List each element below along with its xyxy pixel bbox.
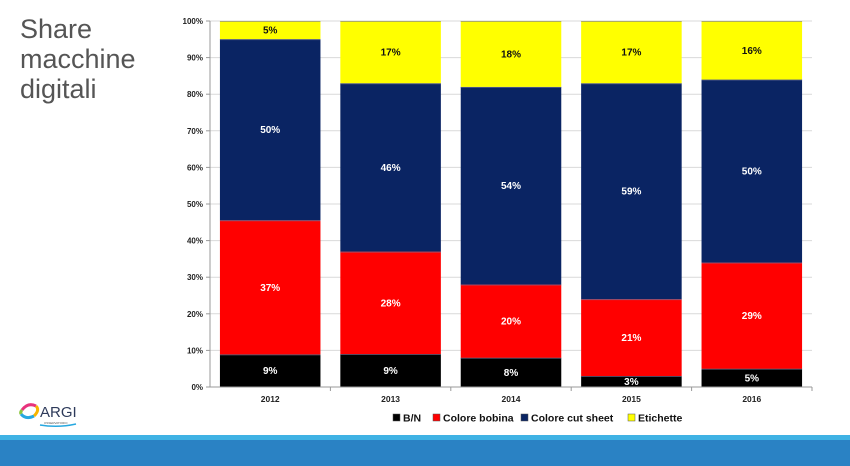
bar-segment-b-n (219, 354, 321, 387)
slide-title-line-2: macchine (20, 44, 136, 74)
data-label: 54% (501, 181, 521, 192)
data-label: 9% (383, 366, 398, 377)
stacked-bar-chart: 0% 10% 20% 30% 40% 50% 60% 70% 80% 90% 100% 9% 37% 5… (183, 17, 813, 425)
bar-segment-b-n (340, 354, 441, 387)
y-tick-label: 80% (187, 90, 203, 99)
y-tick-label: 100% (183, 17, 203, 26)
data-label: 59% (621, 187, 641, 198)
y-tick-label: 40% (187, 237, 203, 246)
bar-segment-colore-bobina (460, 284, 562, 358)
data-label: 18% (501, 49, 521, 60)
data-label: 50% (260, 125, 280, 136)
y-tick-label: 0% (191, 383, 203, 392)
data-label: 21% (621, 333, 641, 344)
bar-segment-b-n (701, 368, 803, 387)
data-label: 50% (742, 167, 762, 178)
bar-segment-b-n (581, 376, 682, 387)
data-label: 28% (381, 298, 401, 309)
x-tick-label: 2013 (381, 394, 400, 404)
bar-segment-etichette (701, 21, 803, 80)
data-label: 8% (504, 368, 519, 379)
data-label: 17% (381, 48, 401, 59)
bar-segment-colore-bobina (581, 299, 682, 377)
bar-segment-etichette (460, 21, 562, 87)
y-tick-label: 90% (187, 54, 203, 63)
data-label: 46% (381, 163, 401, 174)
y-tick-label: 50% (187, 200, 203, 209)
legend-swatch-colore-bobina (432, 413, 441, 422)
legend: B/N Colore bobina Colore cut sheet Etichett… (392, 413, 683, 425)
bar-segment-etichette (340, 21, 441, 84)
y-tick-label: 30% (187, 273, 203, 282)
y-tick-label: 70% (187, 127, 203, 136)
x-tick-label: 2016 (742, 394, 761, 404)
logo-text: ARGI (40, 404, 77, 421)
data-label: 37% (260, 283, 280, 294)
bar-segment-colore-cut-sheet (460, 86, 562, 285)
x-axis: 2012 2013 2014 2015 2016 (210, 386, 813, 404)
legend-label: Etichette (638, 413, 683, 425)
slide-title-line-3: digitali (20, 74, 97, 104)
data-label: 20% (501, 317, 521, 328)
data-label: 17% (621, 48, 641, 59)
bar-segment-b-n (460, 357, 562, 387)
bar-segment-colore-bobina (701, 262, 803, 369)
legend-swatch-colore-cut-sheet (520, 413, 529, 422)
y-tick-label: 10% (187, 346, 203, 355)
bar-segment-colore-bobina (340, 251, 441, 355)
data-label: 16% (742, 46, 762, 57)
bar-segment-etichette (219, 21, 321, 40)
legend-label: Colore bobina (443, 413, 514, 425)
x-tick-label: 2014 (502, 394, 521, 404)
x-tick-label: 2015 (622, 394, 641, 404)
x-tick-label: 2012 (261, 394, 280, 404)
bar-segment-colore-bobina (219, 220, 321, 355)
logo-subtext: OSSERVATORIO (44, 421, 68, 425)
bar-segment-colore-cut-sheet (219, 39, 321, 221)
slide-title: Share macchine digitali (20, 14, 160, 104)
legend-label: Colore cut sheet (531, 413, 614, 425)
bar-segment-colore-cut-sheet (701, 79, 803, 263)
argi-logo: ARGI OSSERVATORIO (18, 398, 98, 428)
data-label: 5% (745, 373, 760, 384)
argi-logo-icon: ARGI OSSERVATORIO (19, 403, 77, 428)
slide-title-line-1: Share (20, 14, 93, 44)
bar-segment-colore-cut-sheet (581, 83, 682, 300)
legend-label: B/N (403, 413, 421, 425)
data-label: 5% (263, 26, 278, 37)
legend-swatch-etichette (627, 413, 636, 422)
y-tick-label: 20% (187, 310, 203, 319)
data-label: 29% (742, 311, 762, 322)
footer-band (0, 440, 850, 466)
bar-segment-colore-cut-sheet (340, 83, 441, 252)
footer-stripe (0, 435, 850, 440)
bars: 9% 37% 50% 5% 9% 28% 46% 17% 8% 20% 54% 18% 3% 21% 59%… (219, 21, 803, 388)
y-axis: 0% 10% 20% 30% 40% 50% 60% 70% 80% 90% 100% (183, 17, 211, 392)
legend-swatch-b-n (392, 413, 401, 422)
y-tick-label: 60% (187, 163, 203, 172)
data-label: 3% (624, 377, 639, 388)
data-label: 9% (263, 366, 278, 377)
bar-segment-etichette (581, 21, 682, 84)
